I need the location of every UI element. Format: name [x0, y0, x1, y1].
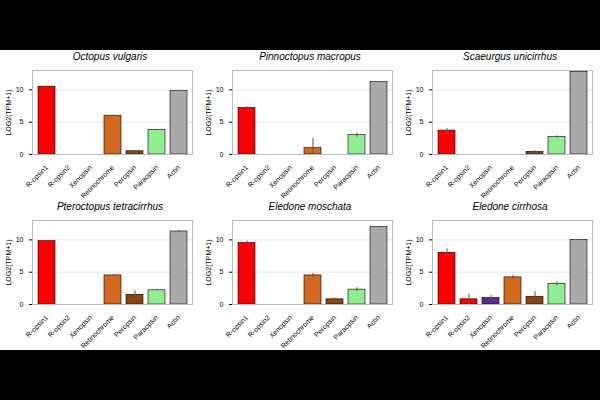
svg-text:5: 5	[20, 118, 24, 125]
svg-text:Retinochrome: Retinochrome	[80, 164, 116, 200]
svg-text:5: 5	[220, 118, 224, 125]
svg-text:R-opsin2: R-opsin2	[46, 313, 72, 339]
svg-text:Xenopsin: Xenopsin	[267, 313, 294, 340]
svg-text:Actin: Actin	[565, 314, 581, 330]
svg-text:Retinochrome: Retinochrome	[80, 314, 116, 350]
svg-text:5: 5	[420, 268, 424, 275]
svg-text:Retinochrome: Retinochrome	[280, 314, 316, 350]
svg-text:Paraopsin: Paraopsin	[532, 164, 560, 192]
svg-text:Retinochrome: Retinochrome	[480, 314, 516, 350]
svg-text:Retinochrome: Retinochrome	[480, 164, 516, 200]
svg-text:Actin: Actin	[165, 164, 181, 180]
svg-text:LOG2(TPM+1): LOG2(TPM+1)	[205, 239, 213, 285]
svg-text:Xenopsin: Xenopsin	[267, 163, 294, 190]
svg-text:0: 0	[20, 301, 24, 308]
svg-text:Xenopsin: Xenopsin	[467, 313, 494, 340]
svg-text:Actin: Actin	[165, 314, 181, 330]
svg-text:LOG2(TPM+1): LOG2(TPM+1)	[5, 239, 13, 285]
html-text:Pinnoctopus macropus: Pinnoctopus macropus	[259, 51, 361, 62]
svg-text:0: 0	[420, 301, 424, 308]
html-text:Pteroctopus tetracirrhus: Pteroctopus tetracirrhus	[56, 201, 164, 212]
svg-text:R-opsin1: R-opsin1	[225, 164, 251, 190]
svg-text:Peropsin: Peropsin	[112, 313, 138, 339]
html-text:Octopus vulgaris: Octopus vulgaris	[72, 51, 148, 62]
svg-text:R-opsin2: R-opsin2	[246, 313, 272, 339]
svg-text:R-opsin1: R-opsin1	[225, 314, 251, 340]
svg-text:R-opsin1: R-opsin1	[425, 314, 451, 340]
svg-text:R-opsin2: R-opsin2	[446, 313, 472, 339]
svg-text:LOG2(TPM+1): LOG2(TPM+1)	[205, 89, 213, 135]
svg-text:Peropsin: Peropsin	[312, 313, 338, 339]
html-text:Eledone cirrhosa: Eledone cirrhosa	[472, 201, 548, 212]
svg-text:0: 0	[420, 151, 424, 158]
svg-text:Paraopsin: Paraopsin	[132, 164, 160, 192]
svg-text:Paraopsin: Paraopsin	[332, 164, 360, 192]
svg-text:Actin: Actin	[365, 164, 381, 180]
svg-text:R-opsin1: R-opsin1	[25, 314, 51, 340]
svg-text:Actin: Actin	[565, 164, 581, 180]
svg-text:10: 10	[416, 236, 424, 243]
svg-text:R-opsin2: R-opsin2	[446, 163, 472, 189]
svg-text:5: 5	[20, 268, 24, 275]
svg-text:10: 10	[16, 86, 24, 93]
svg-text:10: 10	[16, 236, 24, 243]
svg-text:Actin: Actin	[365, 314, 381, 330]
svg-text:Xenopsin: Xenopsin	[67, 313, 94, 340]
svg-text:5: 5	[420, 118, 424, 125]
svg-text:LOG2(TPM+1): LOG2(TPM+1)	[405, 89, 413, 135]
svg-text:10: 10	[416, 86, 424, 93]
svg-text:R-opsin2: R-opsin2	[46, 163, 72, 189]
svg-text:LOG2(TPM+1): LOG2(TPM+1)	[5, 89, 13, 135]
svg-text:Paraopsin: Paraopsin	[132, 314, 160, 342]
svg-text:Peropsin: Peropsin	[512, 313, 538, 339]
svg-text:Xenopsin: Xenopsin	[467, 163, 494, 190]
svg-text:Peropsin: Peropsin	[512, 163, 538, 189]
html-text:Eledone moschata: Eledone moschata	[268, 201, 352, 212]
svg-text:Peropsin: Peropsin	[312, 163, 338, 189]
svg-text:LOG2(TPM+1): LOG2(TPM+1)	[405, 239, 413, 285]
svg-text:5: 5	[220, 268, 224, 275]
svg-text:R-opsin2: R-opsin2	[246, 163, 272, 189]
svg-text:Xenopsin: Xenopsin	[67, 163, 94, 190]
svg-text:R-opsin1: R-opsin1	[25, 164, 51, 190]
svg-text:0: 0	[220, 151, 224, 158]
svg-text:10: 10	[216, 86, 224, 93]
svg-text:0: 0	[20, 151, 24, 158]
svg-text:Paraopsin: Paraopsin	[532, 314, 560, 342]
svg-text:Retinochrome: Retinochrome	[280, 164, 316, 200]
svg-text:Peropsin: Peropsin	[112, 163, 138, 189]
html-text:Scaeurgus unicirrhus: Scaeurgus unicirrhus	[463, 51, 557, 62]
svg-text:10: 10	[216, 236, 224, 243]
svg-text:R-opsin1: R-opsin1	[425, 164, 451, 190]
svg-text:0: 0	[220, 301, 224, 308]
svg-text:Paraopsin: Paraopsin	[332, 314, 360, 342]
